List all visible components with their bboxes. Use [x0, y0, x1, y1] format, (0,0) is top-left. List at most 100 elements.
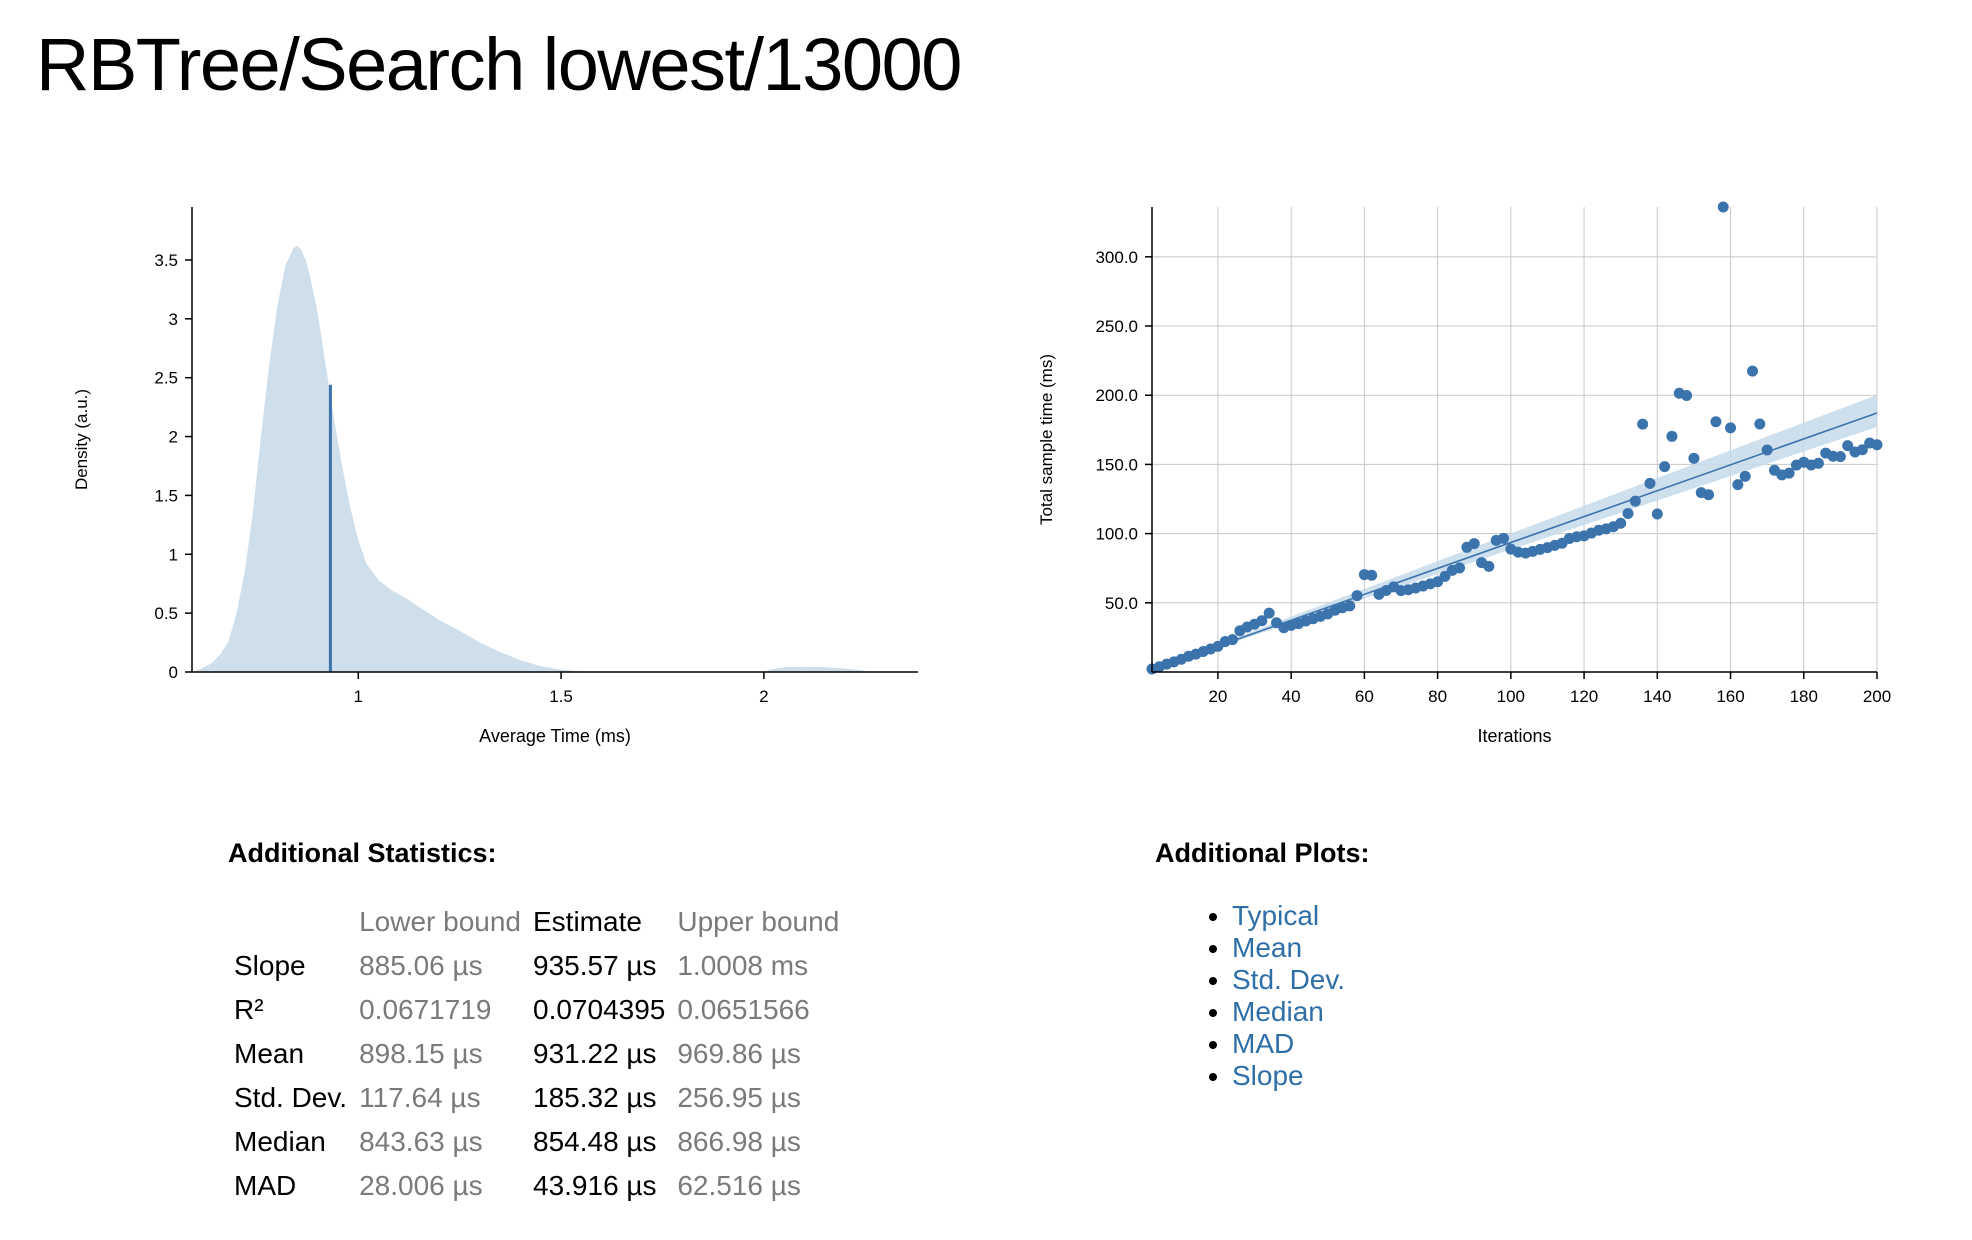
- x-axis-label: Iterations: [1477, 726, 1551, 746]
- sample-point: [1615, 517, 1627, 529]
- plot-link-typical[interactable]: Typical: [1232, 900, 1320, 931]
- y-tick-label: 250.0: [1095, 317, 1138, 336]
- header-estimate: Estimate: [533, 906, 642, 937]
- list-item: Typical: [1232, 900, 1345, 932]
- sample-point: [1717, 201, 1729, 213]
- stat-upper: 969.86 µs: [677, 1038, 801, 1069]
- stat-row-r-squared: R² 0.0671719 0.0704395 0.0651566: [228, 988, 845, 1032]
- stat-lower: 885.06 µs: [359, 950, 483, 981]
- regression-chart: 50.0 100.0 150.0 200.0 250.0 300.0 20 40 60 80 100…: [1037, 201, 1891, 746]
- y-tick-label: 200.0: [1095, 386, 1138, 405]
- y-tick-label: 300.0: [1095, 248, 1138, 267]
- x-tick-label: 40: [1282, 687, 1301, 706]
- plot-link-mad[interactable]: MAD: [1232, 1028, 1295, 1059]
- additional-statistics-title: Additional Statistics:: [228, 838, 497, 868]
- stat-upper: 866.98 µs: [677, 1126, 801, 1157]
- x-tick-label: 1.5: [549, 687, 573, 706]
- sample-point: [1651, 508, 1663, 520]
- stat-lower: 898.15 µs: [359, 1038, 483, 1069]
- sample-point: [1439, 570, 1451, 582]
- sample-point: [1739, 470, 1751, 482]
- sample-point: [1812, 457, 1824, 469]
- sample-point: [1725, 422, 1737, 434]
- stat-row-slope: Slope 885.06 µs 935.57 µs 1.0008 ms: [228, 944, 845, 988]
- sample-point: [1703, 489, 1715, 501]
- sample-point: [1644, 477, 1656, 489]
- additional-plots-list: Typical Mean Std. Dev. Median MAD Slope: [1200, 900, 1345, 1092]
- sample-point: [1732, 479, 1744, 491]
- x-tick-label: 100: [1497, 687, 1525, 706]
- stat-lower: 843.63 µs: [359, 1126, 483, 1157]
- list-item: MAD: [1232, 1028, 1345, 1060]
- stat-upper: 1.0008 ms: [677, 950, 809, 981]
- list-item: Median: [1232, 996, 1345, 1028]
- plot-link-slope[interactable]: Slope: [1232, 1060, 1304, 1091]
- plot-link-mean[interactable]: Mean: [1232, 932, 1303, 963]
- y-tick-label: 0.5: [154, 604, 178, 623]
- sample-point: [1783, 467, 1795, 479]
- stat-label: Std. Dev.: [234, 1082, 348, 1113]
- stat-estimate: 854.48 µs: [533, 1126, 657, 1157]
- y-axis-label: Total sample time (ms): [1037, 354, 1056, 525]
- stat-label: Slope: [234, 950, 306, 981]
- stat-lower: 117.64 µs: [359, 1082, 481, 1113]
- stat-upper: 256.95 µs: [677, 1082, 801, 1113]
- sample-point: [1468, 538, 1480, 550]
- sample-point: [1637, 418, 1649, 430]
- sample-point: [1681, 389, 1693, 401]
- y-tick-label: 50.0: [1105, 594, 1138, 613]
- y-tick-label: 2.5: [154, 369, 178, 388]
- sample-point: [1747, 365, 1759, 377]
- sample-point: [1622, 508, 1634, 520]
- y-tick-label: 3: [169, 310, 178, 329]
- y-tick-label: 1: [169, 545, 178, 564]
- y-tick-label: 100.0: [1095, 525, 1138, 544]
- stat-row-mad: MAD 28.006 µs 43.916 µs 62.516 µs: [228, 1164, 845, 1208]
- x-tick-label: 1: [354, 687, 363, 706]
- x-tick-label: 60: [1355, 687, 1374, 706]
- x-tick-label: 120: [1570, 687, 1598, 706]
- y-tick-label: 3.5: [154, 251, 178, 270]
- stat-upper: 0.0651566: [677, 994, 810, 1025]
- statistics-header-row: Lower bound Estimate Upper bound: [228, 906, 845, 944]
- stat-estimate: 935.57 µs: [533, 950, 657, 981]
- x-tick-label: 2: [759, 687, 768, 706]
- sample-point: [1761, 444, 1773, 456]
- sample-point: [1629, 495, 1641, 507]
- stat-row-mean: Mean 898.15 µs 931.22 µs 969.86 µs: [228, 1032, 845, 1076]
- stat-estimate: 0.0704395: [533, 994, 666, 1025]
- sample-point: [1351, 590, 1363, 602]
- stat-estimate: 43.916 µs: [533, 1170, 657, 1201]
- sample-point: [1834, 451, 1846, 463]
- stat-row-std-dev: Std. Dev. 117.64 µs 185.32 µs 256.95 µs: [228, 1076, 845, 1120]
- list-item: Mean: [1232, 932, 1345, 964]
- page-title: RBTree/Search lowest/13000: [36, 23, 962, 106]
- y-tick-label: 150.0: [1095, 455, 1138, 474]
- confidence-band: [1152, 394, 1877, 670]
- stat-estimate: 931.22 µs: [533, 1038, 657, 1069]
- plot-link-median[interactable]: Median: [1232, 996, 1324, 1027]
- y-tick-label: 1.5: [154, 486, 178, 505]
- additional-plots-title: Additional Plots:: [1155, 838, 1370, 868]
- sample-point: [1710, 416, 1722, 428]
- sample-point: [1263, 607, 1275, 619]
- header-upper-bound: Upper bound: [677, 906, 840, 937]
- y-tick-label: 0: [169, 663, 178, 682]
- x-tick-label: 20: [1208, 687, 1227, 706]
- stat-lower: 0.0671719: [359, 994, 492, 1025]
- x-axis-label: Average Time (ms): [479, 726, 631, 746]
- sample-point: [1256, 615, 1268, 627]
- sample-point: [1871, 439, 1883, 451]
- plot-link-std-dev[interactable]: Std. Dev.: [1232, 964, 1346, 995]
- sample-point: [1227, 634, 1239, 646]
- sample-point: [1366, 569, 1378, 581]
- sample-point: [1856, 444, 1868, 456]
- stat-label: MAD: [234, 1170, 297, 1201]
- x-tick-label: 140: [1643, 687, 1671, 706]
- sample-point: [1842, 440, 1854, 452]
- sample-point: [1454, 562, 1466, 574]
- statistics-table: Lower bound Estimate Upper bound Slope 8…: [228, 906, 845, 1208]
- density-area: [196, 245, 866, 673]
- sample-point: [1483, 560, 1495, 572]
- y-tick-label: 2: [169, 428, 178, 447]
